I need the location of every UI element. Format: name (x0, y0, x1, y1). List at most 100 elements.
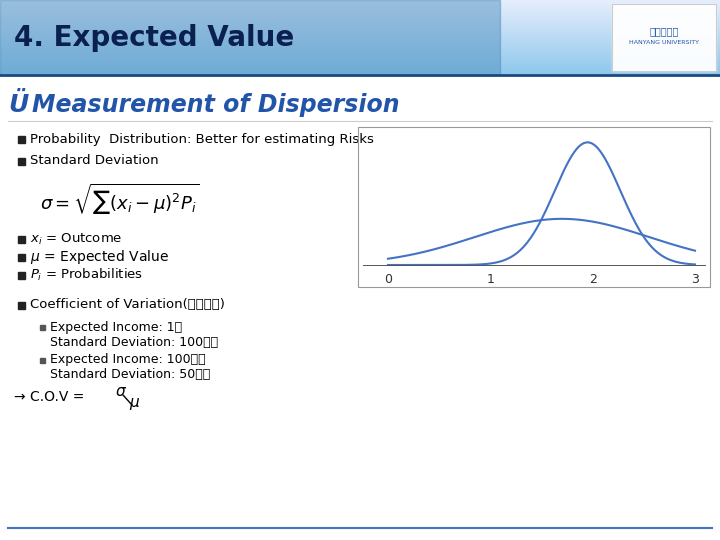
Text: 3: 3 (691, 273, 699, 286)
Bar (0, 48, 720, 49)
Bar (0, 44, 720, 45)
Text: 4. Expected Value: 4. Expected Value (14, 24, 294, 51)
Bar (0, 11, 720, 12)
Bar (0, 69, 720, 70)
Bar (358, 127, 710, 287)
Text: Coefficient of Variation(변동계수): Coefficient of Variation(변동계수) (30, 299, 225, 312)
Bar (0, 14, 720, 15)
Text: Measurement of Dispersion: Measurement of Dispersion (32, 93, 400, 117)
Bar (0, 59, 720, 60)
Bar (0, 72, 720, 73)
Bar (0, 19, 720, 20)
Bar (0, 56, 720, 57)
Text: HANYANG UNIVERSITY: HANYANG UNIVERSITY (629, 40, 699, 45)
Bar (0, 0, 720, 1)
Bar (0, 50, 720, 51)
Bar (0, 30, 720, 31)
Bar (18, 136, 25, 143)
Bar (0, 16, 720, 17)
Bar (0, 1, 720, 2)
Bar (0, 8, 720, 9)
Bar (0, 32, 720, 33)
Bar (0, 26, 720, 27)
Bar (0, 25, 720, 26)
Bar (0, 20, 720, 21)
Text: Expected Income: 1억: Expected Income: 1억 (50, 321, 182, 334)
Bar (358, 127, 710, 287)
Bar (0, 61, 720, 62)
Text: $\sigma = \sqrt{\sum(x_i - \mu)^2 P_i}$: $\sigma = \sqrt{\sum(x_i - \mu)^2 P_i}$ (40, 181, 199, 217)
Text: 한양대학교: 한양대학교 (649, 26, 679, 37)
Text: Ü: Ü (8, 93, 28, 117)
Bar (0, 67, 720, 68)
Bar (358, 127, 710, 287)
Bar (0, 13, 720, 14)
Bar (0, 65, 720, 66)
Bar (18, 253, 25, 260)
Bar (18, 235, 25, 242)
Text: Standard Deviation: 100만원: Standard Deviation: 100만원 (50, 335, 218, 348)
Bar (0, 17, 720, 18)
Text: 0: 0 (384, 273, 392, 286)
Bar (40, 357, 45, 362)
Bar (0, 45, 720, 46)
Text: → C.O.V =: → C.O.V = (14, 390, 89, 404)
Text: Probability  Distribution: Better for estimating Risks: Probability Distribution: Better for est… (30, 132, 374, 145)
Text: 1: 1 (487, 273, 494, 286)
Bar (0, 71, 720, 72)
Text: Expected Income: 100만원: Expected Income: 100만원 (50, 354, 206, 367)
Bar (0, 43, 720, 44)
Bar (0, 39, 720, 40)
Bar (0, 70, 720, 71)
Bar (612, 4, 716, 71)
Bar (0, 47, 720, 48)
Bar (0, 18, 720, 19)
Bar (0, 53, 720, 54)
Bar (18, 301, 25, 308)
Bar (0, 12, 720, 13)
Bar (0, 0, 500, 75)
Bar (0, 5, 720, 6)
Bar (0, 2, 720, 3)
Bar (40, 325, 45, 329)
Bar (0, 15, 720, 16)
Bar (0, 66, 720, 67)
Bar (612, 4, 716, 71)
Text: $\mu$ = Expected Value: $\mu$ = Expected Value (30, 248, 169, 266)
Bar (0, 31, 720, 32)
Text: Standard Deviation: Standard Deviation (30, 154, 158, 167)
Bar (0, 75, 720, 540)
Bar (0, 27, 720, 28)
Bar (0, 4, 720, 5)
Bar (0, 54, 720, 55)
Bar (0, 51, 720, 52)
Bar (0, 6, 720, 7)
Bar (0, 52, 720, 53)
Bar (0, 73, 720, 74)
Bar (0, 3, 720, 4)
Text: $\sigma$: $\sigma$ (115, 384, 127, 400)
Bar (0, 10, 720, 11)
Bar (0, 57, 720, 58)
Bar (0, 38, 720, 39)
Bar (0, 37, 720, 38)
Bar (0, 40, 720, 41)
Bar (0, 9, 720, 10)
Bar (0, 68, 720, 69)
Bar (0, 33, 720, 34)
Bar (0, 58, 720, 59)
Bar (0, 34, 720, 35)
Bar (0, 55, 720, 56)
Text: Standard Deviation: 50만원: Standard Deviation: 50만원 (50, 368, 210, 381)
Bar (0, 64, 720, 65)
Bar (0, 29, 720, 30)
Bar (358, 127, 710, 287)
Bar (0, 7, 720, 8)
Bar (0, 21, 720, 22)
Bar (0, 49, 720, 50)
Text: $x_i$ = Outcome: $x_i$ = Outcome (30, 232, 122, 247)
Text: $\mu$: $\mu$ (129, 396, 140, 412)
Bar (0, 60, 720, 61)
Bar (0, 41, 720, 42)
Bar (0, 46, 720, 47)
